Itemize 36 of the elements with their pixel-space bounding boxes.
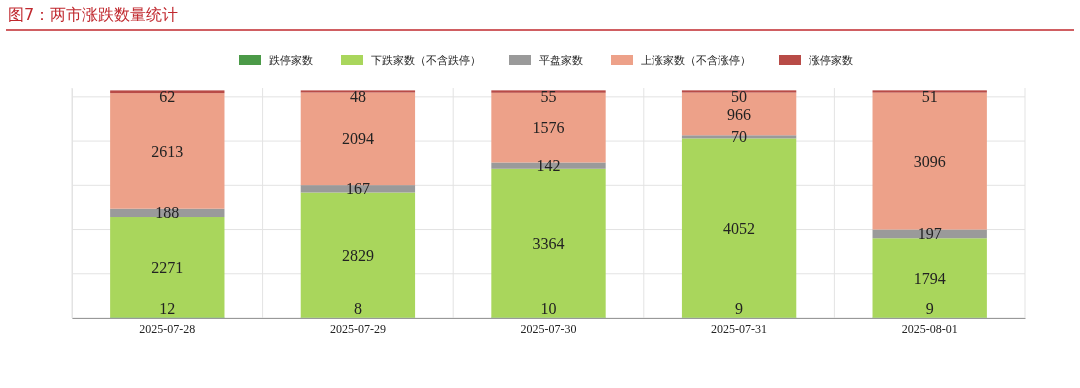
legend-label: 涨停家数 xyxy=(809,53,853,67)
x-tick-label: 2025-07-31 xyxy=(711,321,768,336)
data-label: 167 xyxy=(345,180,370,198)
legend-label: 跌停家数 xyxy=(269,53,313,67)
data-label: 9 xyxy=(925,299,934,317)
chart-title: 图7：两市涨跌数量统计 xyxy=(8,5,179,24)
data-label: 1794 xyxy=(913,269,946,287)
legend-label: 上涨家数（不含涨停） xyxy=(641,53,751,67)
data-label: 3364 xyxy=(532,234,565,252)
data-label: 8 xyxy=(353,299,362,317)
data-label: 9 xyxy=(735,299,744,317)
x-tick-label: 2025-07-30 xyxy=(520,321,577,336)
data-label: 12 xyxy=(159,299,176,317)
x-tick-label: 2025-07-29 xyxy=(329,321,386,336)
data-label: 70 xyxy=(731,128,748,146)
data-label: 966 xyxy=(727,105,752,123)
data-label: 2271 xyxy=(151,258,184,276)
data-label: 2094 xyxy=(341,130,374,148)
data-label: 10 xyxy=(540,299,557,317)
x-tick-label: 2025-08-01 xyxy=(901,321,958,336)
data-label: 50 xyxy=(731,87,748,105)
data-label: 51 xyxy=(921,87,938,105)
data-label: 2613 xyxy=(151,142,184,160)
x-tick-label: 2025-07-28 xyxy=(139,321,196,336)
data-label: 55 xyxy=(540,87,557,105)
legend-label: 平盘家数 xyxy=(539,53,583,67)
data-label: 4052 xyxy=(723,219,756,237)
data-label: 62 xyxy=(159,87,176,105)
data-label: 3096 xyxy=(913,152,946,170)
data-label: 48 xyxy=(349,87,366,105)
data-label: 197 xyxy=(917,225,942,243)
data-label: 1576 xyxy=(532,119,565,137)
legend-label: 下跌家数（不含跌停） xyxy=(371,53,481,67)
data-label: 188 xyxy=(155,204,180,222)
data-label: 142 xyxy=(536,157,561,175)
data-label: 2829 xyxy=(341,246,374,264)
